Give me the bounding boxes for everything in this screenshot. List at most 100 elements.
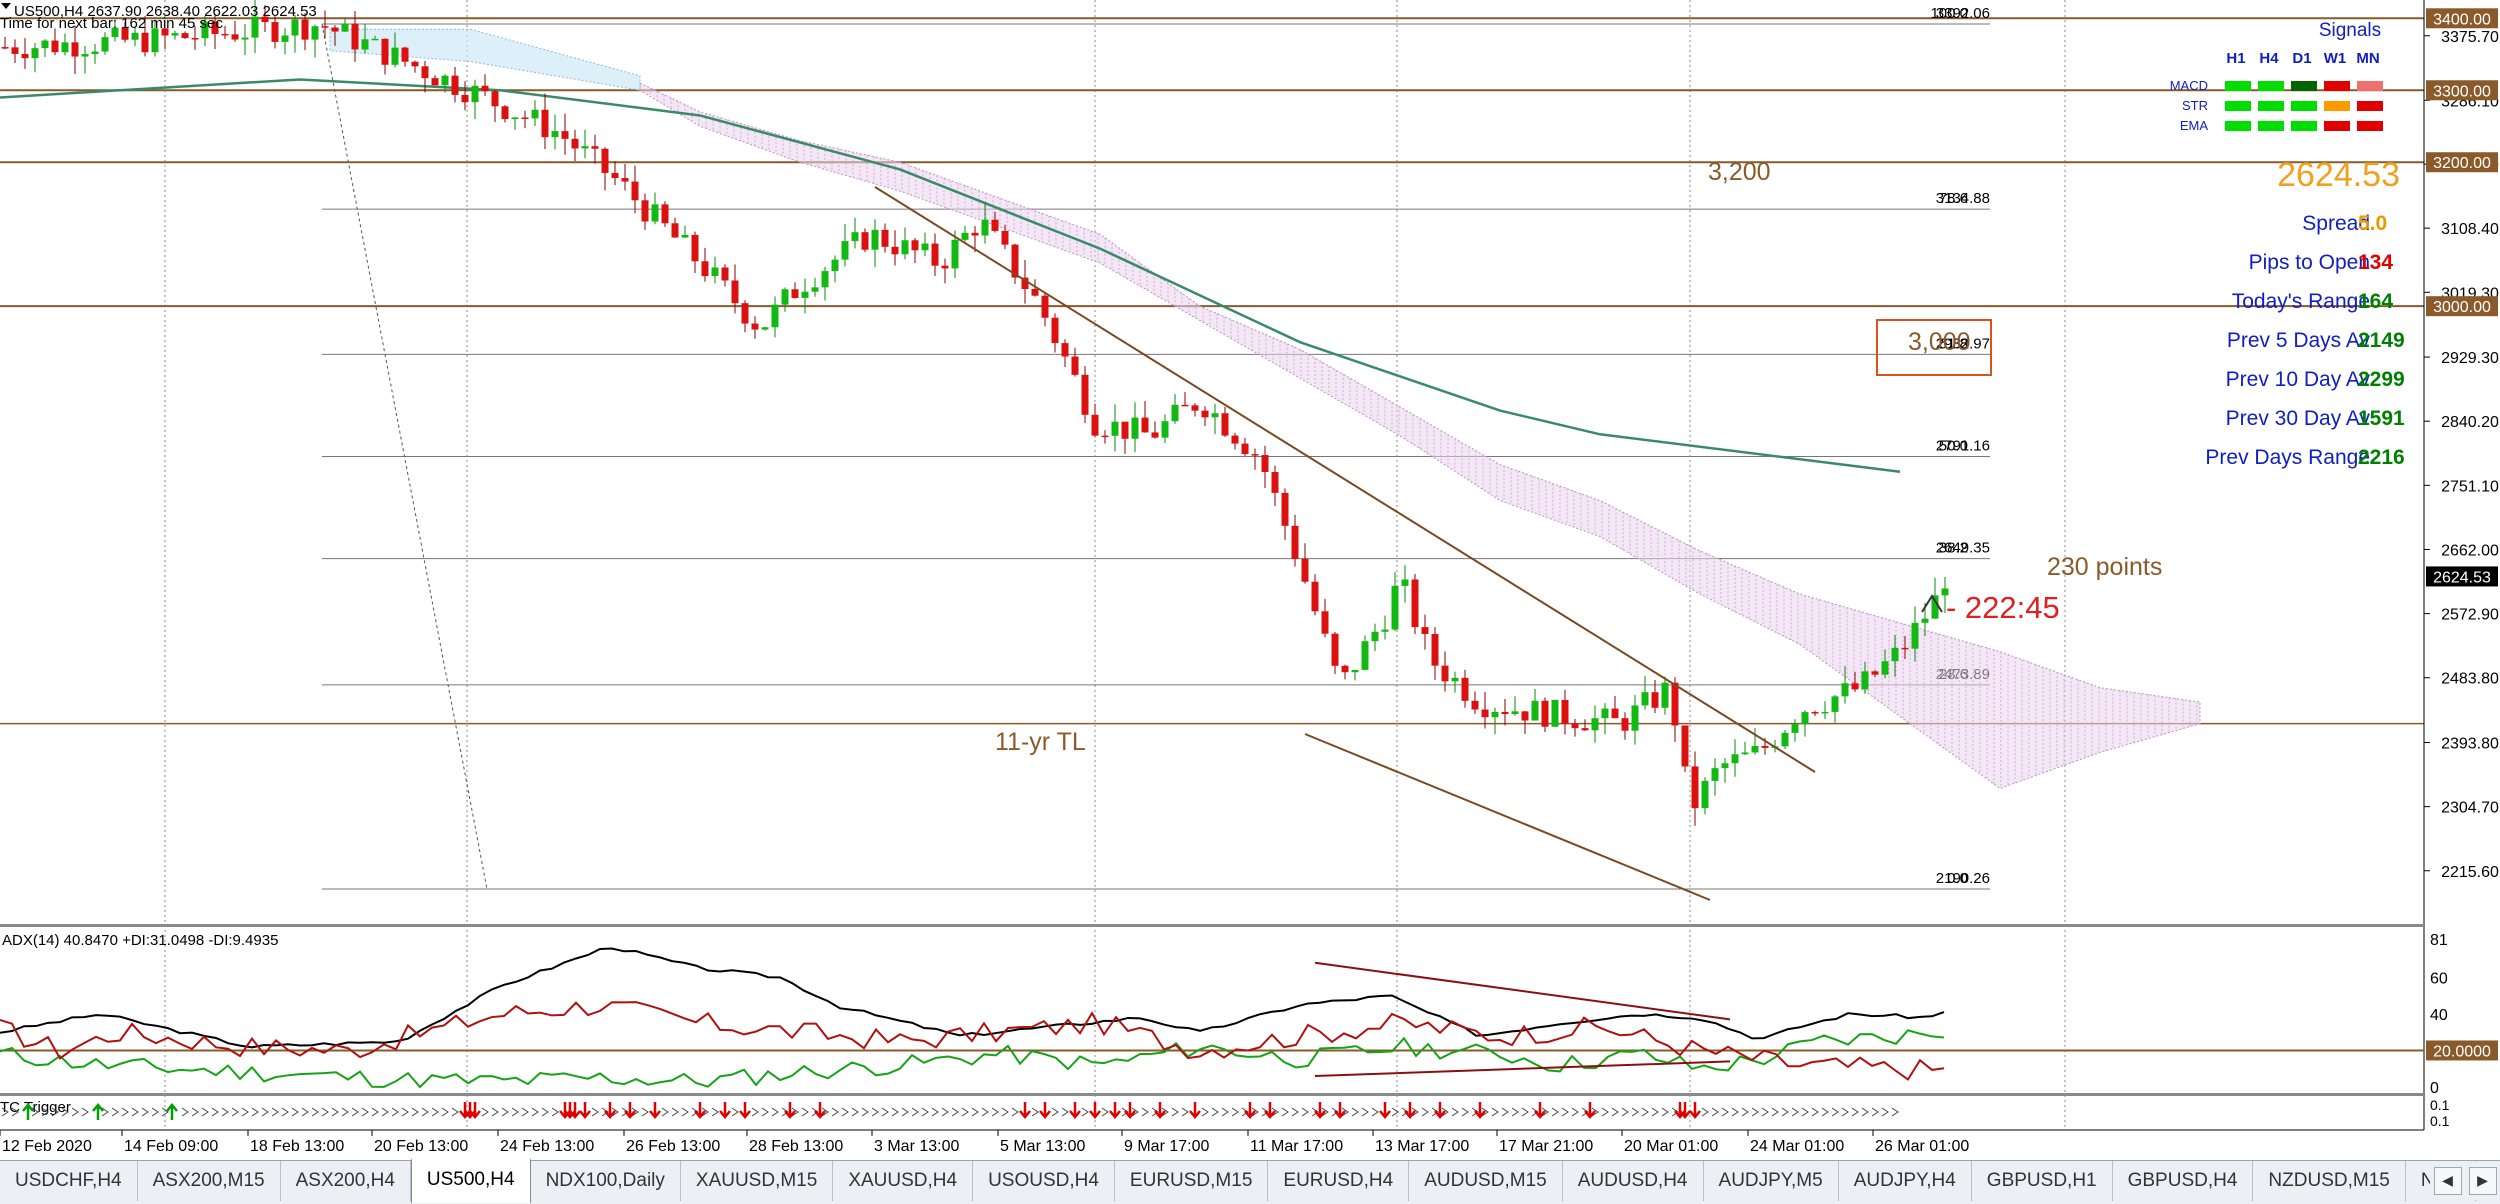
trend-lines[interactable] xyxy=(874,186,1816,901)
horizontal-levels xyxy=(0,17,2424,725)
chart-tab[interactable]: AUDUSD,M15 xyxy=(1409,1161,1563,1201)
scroll-right-icon[interactable]: ▶ xyxy=(2468,1167,2497,1195)
candle-body xyxy=(1631,705,1639,731)
cloud-area xyxy=(329,28,641,91)
fib-price-label: 2791.16 xyxy=(1936,438,1990,455)
candle-body xyxy=(1811,712,1819,714)
candle-body xyxy=(1781,732,1789,747)
chart-tab[interactable]: ASX200,M15 xyxy=(138,1161,281,1201)
candle-body xyxy=(841,241,849,260)
candle-body xyxy=(911,240,919,251)
candle-body xyxy=(131,32,139,40)
chart-tab[interactable]: ASX200,H4 xyxy=(281,1161,411,1201)
candle-body xyxy=(1181,404,1189,407)
chart-tab[interactable]: GBPUSD,H4 xyxy=(2113,1161,2254,1201)
tc-neutral-marker xyxy=(711,1107,719,1117)
chart-tab[interactable]: NDX100,Daily xyxy=(531,1161,681,1201)
chart-tab[interactable]: USDCHF,H4 xyxy=(0,1161,138,1201)
stat-label: Prev 5 Days Av xyxy=(2227,329,2371,352)
tc-neutral-marker xyxy=(1561,1107,1569,1117)
scroll-left-icon[interactable]: ◀ xyxy=(2433,1167,2462,1195)
chart-tab[interactable]: GBPUSD,H1 xyxy=(1972,1161,2113,1201)
candle-body xyxy=(1431,633,1439,666)
candle-body xyxy=(1861,671,1869,690)
adx-indicator-panel: ADX(14) 40.8470 +DI:31.0498 -DI:9.4935 81… xyxy=(0,932,2498,1097)
axis-tick-label: 2662.00 xyxy=(2441,542,2499,559)
tc-neutral-marker xyxy=(1311,1107,1319,1117)
tc-neutral-marker xyxy=(301,1107,309,1117)
chart-tab[interactable]: AUDUSD,H4 xyxy=(1563,1161,1704,1201)
tc-neutral-marker xyxy=(211,1107,219,1117)
tc-neutral-marker xyxy=(1551,1107,1559,1117)
tc-neutral-marker xyxy=(1011,1107,1019,1117)
chart-tab[interactable]: XAUUSD,M15 xyxy=(681,1161,834,1201)
signal-column-header: H4 xyxy=(2259,50,2279,67)
tc-neutral-marker xyxy=(871,1107,879,1117)
chart-tab[interactable]: AUDJPY,H4 xyxy=(1839,1161,1972,1201)
candle-body xyxy=(111,27,119,38)
candle-body xyxy=(561,131,569,139)
axis-tick-label: 3108.40 xyxy=(2441,221,2499,238)
chart-tab[interactable]: EURUSD,H4 xyxy=(1268,1161,1410,1201)
panel-divider[interactable] xyxy=(0,1093,2424,1096)
tc-sell-arrow xyxy=(579,1102,591,1119)
tc-neutral-marker xyxy=(271,1107,279,1117)
price-axis: 3375.703286.103197.303108.403019.302929.… xyxy=(2423,0,2499,1130)
tc-sell-arrow xyxy=(559,1102,571,1119)
stat-label: Pips to Open xyxy=(2249,251,2370,274)
candlestick-series xyxy=(1,0,1949,826)
tc-sell-arrow xyxy=(1019,1102,1031,1119)
tc-neutral-marker xyxy=(831,1107,839,1117)
tc-neutral-marker xyxy=(931,1107,939,1117)
tc-neutral-marker xyxy=(321,1107,329,1117)
collapse-triangle-icon[interactable] xyxy=(1,3,11,9)
candle-body xyxy=(961,232,969,240)
chart-tab[interactable]: NZDUSD,M15 xyxy=(2253,1161,2406,1201)
candle-body xyxy=(341,23,349,32)
candle-body xyxy=(801,291,809,298)
candle-body xyxy=(1211,413,1219,418)
tc-neutral-marker xyxy=(1591,1107,1599,1117)
tc-neutral-marker xyxy=(121,1107,129,1117)
candle-body xyxy=(691,234,699,262)
tc-neutral-marker xyxy=(1791,1107,1799,1117)
candle-body xyxy=(711,267,719,277)
signal-indicator xyxy=(2291,101,2317,111)
candle-body xyxy=(1931,595,1939,619)
candle-body xyxy=(61,42,69,53)
candle-body xyxy=(531,109,539,119)
tc-neutral-marker xyxy=(401,1107,409,1117)
axis-tick-label: 2215.60 xyxy=(2441,864,2499,881)
candle-body xyxy=(861,232,869,250)
candle-body xyxy=(1341,665,1349,673)
tc-sell-arrow xyxy=(1244,1102,1256,1119)
downtrend-line[interactable] xyxy=(874,186,1816,773)
chart-tab[interactable]: EURUSD,M15 xyxy=(1115,1161,1269,1201)
lower-channel-line[interactable] xyxy=(1304,733,1711,901)
tc-sell-arrow xyxy=(719,1102,731,1119)
time-axis-label: 20 Mar 01:00 xyxy=(1624,1138,1718,1155)
panel-divider[interactable] xyxy=(0,924,2424,927)
chart-tab[interactable]: US500,H4 xyxy=(410,1158,531,1203)
tc-neutral-marker xyxy=(1711,1107,1719,1117)
stat-value: 2216 xyxy=(2358,446,2405,469)
fib-level-label: 50.0 xyxy=(1939,438,1968,455)
tc-axis-label: 0.1 xyxy=(2430,1113,2450,1129)
candle-body xyxy=(1411,579,1419,628)
adx-axis-label: 81 xyxy=(2430,932,2448,949)
candle-body xyxy=(1361,641,1369,670)
candle-body xyxy=(1611,708,1619,719)
tc-neutral-marker xyxy=(1231,1107,1239,1117)
candle-body xyxy=(791,289,799,298)
chart-tab[interactable]: XAUUSD,H4 xyxy=(833,1161,974,1201)
candle-body xyxy=(1641,692,1649,706)
signal-row-label: MACD xyxy=(2170,78,2208,93)
candle-body xyxy=(721,267,729,281)
tc-neutral-marker xyxy=(101,1107,109,1117)
candle-body xyxy=(1881,661,1889,675)
chart-tab[interactable]: USOUSD,H4 xyxy=(973,1161,1115,1201)
chart-canvas[interactable]: 100.03392.0678.63134.8861.82932.9750.027… xyxy=(0,0,2500,1160)
tc-neutral-marker xyxy=(1811,1107,1819,1117)
chart-tab[interactable]: AUDJPY,M5 xyxy=(1704,1161,1839,1201)
